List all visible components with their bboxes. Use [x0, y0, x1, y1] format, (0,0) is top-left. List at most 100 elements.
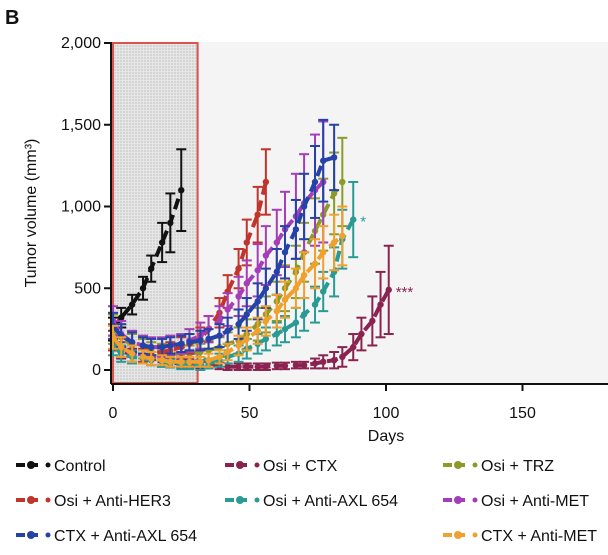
data-point	[243, 363, 250, 370]
data-point	[330, 239, 338, 246]
data-point	[128, 350, 136, 357]
data-point	[262, 335, 270, 343]
data-point	[167, 219, 174, 227]
data-point	[281, 362, 289, 370]
legend-dot	[45, 462, 51, 468]
x-tick-label: 0	[109, 405, 118, 422]
data-point	[117, 343, 125, 351]
series-control	[108, 148, 187, 342]
data-point	[311, 301, 319, 308]
data-point	[273, 330, 280, 338]
y-tick-label: 1,000	[61, 199, 101, 216]
data-point	[186, 358, 193, 366]
data-point	[216, 332, 223, 339]
data-point	[254, 363, 261, 370]
legend-dot	[472, 497, 478, 503]
legend-label: Osi + CTX	[263, 458, 338, 475]
data-point	[205, 356, 212, 364]
data-point	[330, 190, 338, 197]
data-point	[128, 339, 136, 346]
significance-annotations: ****	[360, 214, 413, 301]
legend-dot	[45, 497, 51, 503]
data-point	[262, 317, 270, 325]
data-point	[377, 301, 384, 308]
data-point	[148, 343, 155, 351]
data-point	[320, 288, 327, 295]
series-ctx-anti-axl-654	[108, 118, 340, 357]
data-point	[300, 271, 308, 279]
data-point	[254, 267, 261, 274]
data-point	[117, 314, 125, 321]
data-point	[158, 239, 166, 246]
data-point	[339, 353, 346, 361]
data-point	[224, 363, 231, 370]
data-point	[300, 361, 308, 369]
data-point	[243, 311, 250, 318]
data-point	[339, 232, 346, 240]
legend-dot	[472, 462, 478, 468]
data-point	[243, 239, 250, 246]
legend-item-ctx-anti-axl-654: CTX + Anti-AXL 654	[16, 528, 197, 545]
legend-marker	[454, 496, 462, 504]
data-point	[224, 306, 231, 313]
legend-item-osi-anti-her3: Osi + Anti-HER3	[16, 493, 171, 510]
data-point	[224, 348, 231, 356]
data-point	[178, 340, 185, 348]
data-point	[178, 186, 185, 194]
legend-marker	[236, 496, 244, 504]
data-point	[235, 265, 242, 272]
series-layer	[108, 118, 394, 371]
data-point	[262, 178, 270, 186]
legend-marker	[27, 461, 35, 469]
data-point	[292, 226, 300, 233]
legend-label: Control	[54, 458, 106, 475]
significance-marker: *	[360, 214, 366, 231]
data-point	[148, 265, 155, 272]
data-point	[205, 335, 212, 343]
x-tick-label: 100	[373, 405, 400, 422]
data-point	[350, 343, 357, 351]
data-point	[139, 353, 147, 361]
data-point	[197, 337, 204, 344]
data-point	[158, 343, 166, 351]
data-point	[216, 353, 223, 361]
data-point	[273, 362, 280, 370]
data-point	[273, 307, 280, 315]
data-point	[339, 178, 346, 186]
data-point	[320, 157, 327, 164]
data-point	[320, 358, 327, 366]
data-point	[358, 330, 365, 338]
legend-marker	[27, 531, 35, 539]
data-point	[186, 339, 193, 346]
legend-label: Osi + Anti-HER3	[54, 493, 171, 510]
legend-label: CTX + Anti-AXL 654	[54, 528, 197, 545]
data-point	[292, 361, 300, 369]
legend-dot	[254, 497, 260, 503]
data-point	[311, 360, 319, 367]
data-point	[224, 327, 231, 334]
y-tick-label: 1,500	[61, 117, 101, 134]
data-point	[254, 298, 261, 305]
legend-item-osi-ctx: Osi + CTX	[225, 458, 338, 475]
data-point	[262, 252, 270, 259]
y-axis-label: Tumor volume (mm³)	[23, 139, 40, 288]
data-point	[139, 342, 147, 349]
data-point	[243, 335, 250, 343]
data-point	[235, 293, 242, 300]
legend-item-osi-anti-axl-654: Osi + Anti-AXL 654	[225, 493, 398, 510]
data-point	[330, 356, 338, 364]
legend-label: Osi + Anti-AXL 654	[263, 493, 398, 510]
data-point	[281, 296, 289, 303]
data-point	[281, 325, 289, 333]
x-tick-label: 50	[241, 405, 259, 422]
data-point	[273, 239, 280, 246]
y-tick-label: 2,000	[61, 35, 101, 52]
legend-marker	[27, 496, 35, 504]
series-line	[111, 189, 184, 331]
legend-label: CTX + Anti-MET	[481, 528, 597, 545]
legend-item-control: Control	[16, 458, 106, 475]
data-point	[167, 358, 174, 366]
x-axis-label: Days	[368, 428, 404, 445]
data-point	[273, 268, 280, 276]
x-axis-ticks: 0 50 100 150	[109, 384, 536, 422]
